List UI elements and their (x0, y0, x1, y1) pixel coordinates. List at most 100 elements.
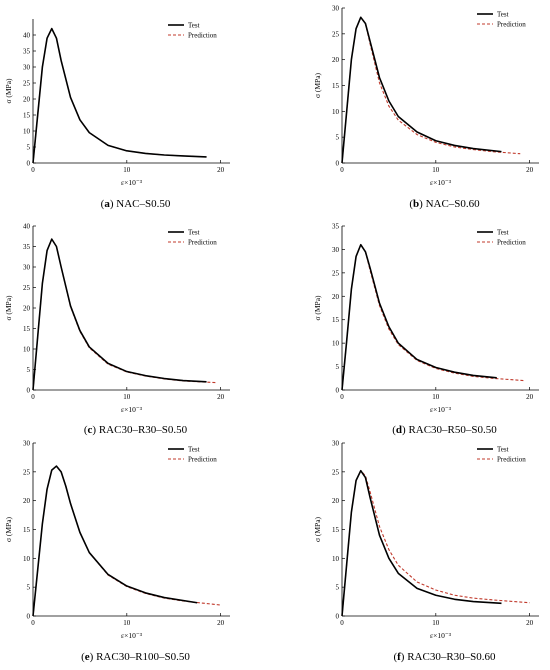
y-tick-label: 30 (332, 440, 340, 448)
y-tick-label: 10 (23, 128, 31, 136)
x-axis-label: ε×10⁻³ (121, 405, 143, 414)
chart-panel-d: 0 5 10 15 20 25 30 35 0 10 20 σ (MPa) ε×10⁻³ Test Pred… (313, 223, 539, 436)
series-line-test (32, 465, 198, 617)
y-tick-label: 10 (23, 555, 31, 563)
legend-label-test: Test (497, 446, 509, 454)
panel-caption-open: ( (392, 424, 396, 436)
panel-caption-text: RAC30–R30–S0.50 (99, 424, 188, 436)
chart-panel-a: 0 5 10 15 20 25 30 35 40 0 10 20 σ (MPa) ε×10⁻³ Test Pr… (4, 19, 230, 210)
x-axis-label: ε×10⁻³ (121, 631, 143, 640)
panel-caption-paren: ) (92, 424, 98, 436)
y-tick-label: 35 (23, 48, 31, 56)
y-axis-label: σ (MPa) (313, 295, 322, 321)
legend-label-test: Test (188, 446, 200, 454)
legend-label-test: Test (497, 11, 509, 19)
y-tick-label: 20 (332, 293, 340, 301)
x-tick-label: 20 (526, 166, 534, 174)
legend-label-prediction: Prediction (497, 21, 526, 29)
x-tick-label: 0 (340, 393, 344, 401)
y-tick-label: 30 (332, 5, 340, 13)
chart-panel-f: 0 5 10 15 20 25 30 0 10 20 σ (MPa) ε×10⁻³ Test Predic… (313, 440, 539, 663)
y-tick-label: 15 (23, 112, 31, 120)
x-tick-label: 0 (340, 166, 344, 174)
x-tick-label: 0 (31, 166, 35, 174)
y-tick-label: 5 (27, 144, 31, 152)
y-tick-label: 0 (27, 613, 31, 621)
y-tick-label: 15 (332, 82, 340, 90)
y-tick-label: 5 (336, 584, 340, 592)
chart-panel-c: 0 5 10 15 20 25 30 35 40 0 10 20 σ (MPa) ε×10⁻³ Test Pr… (4, 223, 230, 436)
panel-caption-letter: d (396, 424, 402, 436)
y-tick-label: 25 (332, 30, 340, 38)
panel-caption-open: ( (84, 424, 88, 436)
y-tick-label: 0 (336, 613, 340, 621)
panel-caption: (e) RAC30–R100–S0.50 (81, 651, 190, 663)
y-tick-label: 5 (27, 366, 31, 374)
x-axis-label: ε×10⁻³ (430, 631, 452, 640)
panel-caption-paren: ) (401, 651, 407, 663)
y-tick-label: 25 (23, 284, 31, 292)
panel-caption-open: ( (393, 651, 397, 663)
x-tick-label: 10 (432, 393, 440, 401)
x-tick-label: 20 (526, 619, 534, 627)
panel-caption: (c) RAC30–R30–S0.50 (84, 424, 188, 436)
legend-label-test: Test (188, 229, 200, 237)
y-tick-label: 25 (332, 269, 340, 277)
series-line-test (341, 469, 502, 617)
y-tick-label: 15 (332, 526, 340, 534)
y-tick-label: 30 (23, 64, 31, 72)
legend-label-test: Test (497, 229, 509, 237)
y-axis-label: σ (MPa) (4, 516, 13, 542)
y-tick-label: 40 (23, 32, 31, 40)
panel-caption-text: RAC30–R100–S0.50 (96, 651, 190, 663)
y-axis-label: σ (MPa) (4, 78, 13, 104)
y-tick-label: 20 (23, 305, 31, 313)
y-tick-label: 25 (332, 468, 340, 476)
legend-label-prediction: Prediction (188, 456, 217, 464)
chart-panel-e: 0 5 10 15 20 25 30 0 10 20 σ (MPa) ε×10⁻³ Test Predic… (4, 440, 230, 663)
x-tick-label: 0 (31, 619, 35, 627)
panel-caption-letter: b (413, 198, 419, 210)
legend-label-prediction: Prediction (188, 32, 217, 40)
y-tick-label: 30 (332, 246, 340, 254)
x-axis-label: ε×10⁻³ (430, 405, 452, 414)
panel-caption-text: RAC30–R50–S0.50 (408, 424, 497, 436)
panel-caption: (a) NAC–S0.50 (101, 198, 171, 210)
y-tick-label: 25 (23, 80, 31, 88)
x-axis-label: ε×10⁻³ (121, 178, 143, 187)
x-tick-label: 10 (123, 619, 131, 627)
panel-caption-text: NAC–S0.60 (426, 198, 481, 210)
panel-caption-open: ( (101, 198, 105, 210)
chart-panel-b: 0 5 10 15 20 25 30 0 10 20 σ (MPa) ε×10⁻³ Test Predic… (313, 5, 539, 210)
y-tick-label: 10 (332, 555, 340, 563)
x-tick-label: 10 (432, 166, 440, 174)
y-axis-label: σ (MPa) (4, 295, 13, 321)
series-line-test (341, 243, 497, 391)
panel-caption-open: ( (409, 198, 413, 210)
x-tick-label: 10 (432, 619, 440, 627)
legend-label-prediction: Prediction (497, 456, 526, 464)
panel-caption: (b) NAC–S0.60 (409, 198, 480, 210)
panel-caption-letter: e (85, 651, 90, 663)
panel-caption: (d) RAC30–R50–S0.50 (392, 424, 497, 436)
x-tick-label: 20 (217, 166, 225, 174)
y-tick-label: 15 (23, 526, 31, 534)
y-tick-label: 35 (23, 243, 31, 251)
series-line-prediction (341, 16, 521, 164)
panel-caption-text: NAC–S0.50 (116, 198, 171, 210)
panel-caption-paren: ) (402, 424, 408, 436)
x-tick-label: 10 (123, 393, 131, 401)
x-tick-label: 0 (340, 619, 344, 627)
panel-caption-paren: ) (90, 651, 96, 663)
panel-caption-letter: a (104, 198, 110, 210)
panel-caption-open: ( (81, 651, 85, 663)
y-tick-label: 5 (27, 584, 31, 592)
y-tick-label: 15 (332, 316, 340, 324)
series-line-test (32, 27, 207, 164)
panel-caption-paren: ) (110, 198, 116, 210)
series-line-test (341, 16, 502, 164)
y-tick-label: 30 (23, 440, 31, 448)
series-line-test (32, 238, 207, 391)
legend-label-prediction: Prediction (497, 239, 526, 247)
